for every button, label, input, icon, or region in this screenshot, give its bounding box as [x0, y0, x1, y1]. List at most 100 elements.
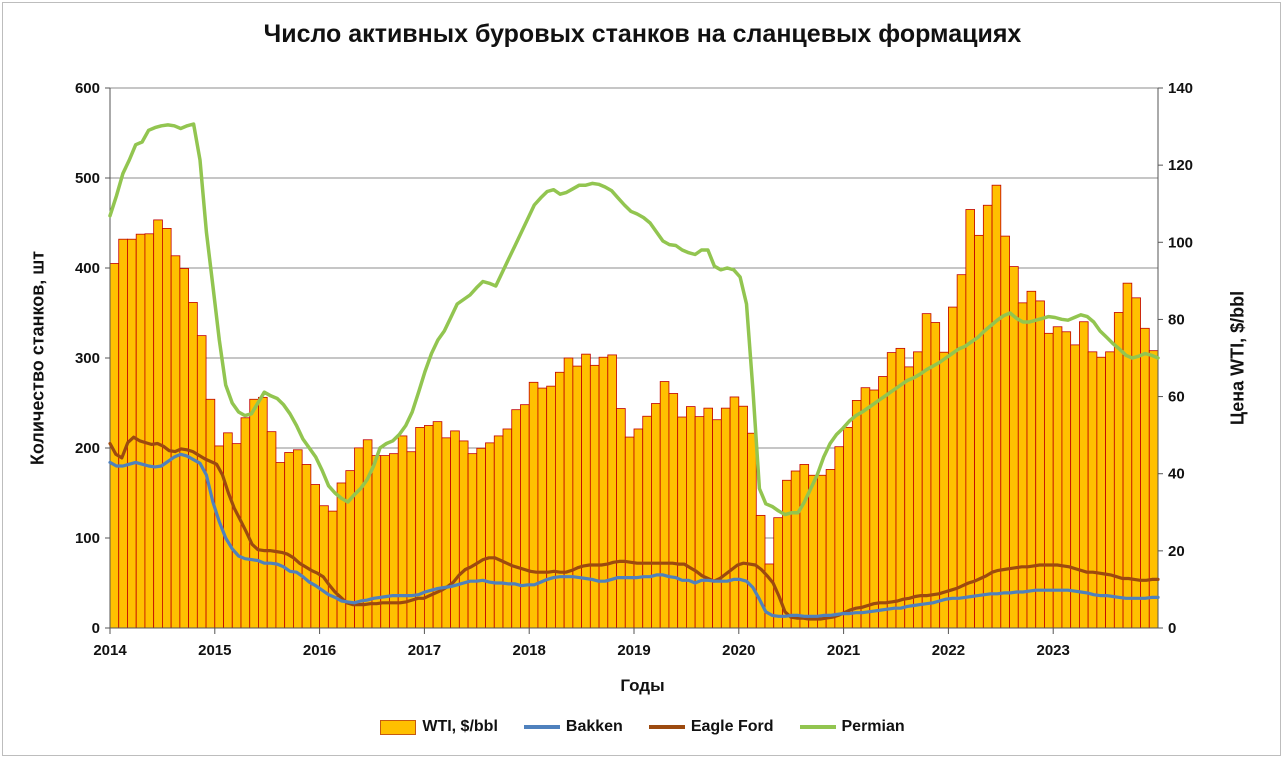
wti-bar — [135, 233, 146, 629]
wti-bar — [607, 354, 617, 629]
wti-bar — [537, 387, 548, 629]
wti-bar — [1017, 302, 1028, 629]
wti-bar — [659, 381, 670, 629]
wti-bar — [127, 238, 137, 629]
wti-bar — [589, 364, 600, 629]
wti-bar — [651, 403, 661, 629]
wti-bar — [546, 385, 556, 629]
y-tick-label-left: 100 — [75, 530, 100, 547]
legend-label-bakken: Bakken — [565, 718, 623, 735]
wti-bar — [1105, 351, 1115, 629]
legend-swatch-bakken — [523, 725, 560, 729]
wti-bar — [616, 408, 626, 629]
wti-bar — [974, 234, 984, 629]
wti-bar — [860, 387, 871, 629]
wti-bar — [397, 435, 408, 629]
wti-bar — [458, 440, 469, 629]
bakken-line — [108, 452, 1160, 618]
wti-bar — [310, 484, 321, 629]
wti-bar — [1052, 326, 1063, 629]
wti-bar — [1009, 266, 1019, 629]
wti-bar — [808, 474, 818, 629]
x-tick-label: 2015 — [198, 642, 231, 659]
wti-bar — [991, 184, 1002, 629]
x-tick-label: 2016 — [303, 642, 336, 659]
wti-bar — [188, 302, 198, 629]
wti-bar — [485, 442, 495, 629]
wti-bar — [319, 505, 329, 629]
wti-bar — [275, 462, 286, 629]
chart-title: Число активных буровых станков на сланце… — [263, 20, 1022, 48]
wti-bar — [223, 432, 233, 629]
y-tick-label-right: 20 — [1168, 543, 1185, 560]
wti-bar — [144, 233, 155, 629]
wti-bar — [712, 419, 722, 629]
y-tick-label-left: 300 — [75, 350, 100, 367]
wti-bar — [598, 356, 609, 629]
wti-bar — [467, 453, 478, 629]
y-tick-label-right: 40 — [1168, 466, 1185, 483]
wti-bar — [686, 406, 696, 629]
wti-bar — [703, 407, 713, 629]
y-tick-label-left: 600 — [75, 80, 100, 97]
wti-bar — [642, 415, 652, 629]
wti-bar — [720, 407, 731, 629]
wti-bar — [432, 421, 443, 629]
wti-bar — [878, 376, 888, 629]
wti-bar — [1044, 332, 1054, 629]
x-tick-label: 2019 — [617, 642, 650, 659]
permian-line — [108, 122, 1160, 517]
wti-bar — [773, 517, 783, 629]
wti-bar — [825, 469, 836, 629]
legend-item-bakken: Bakken — [523, 718, 623, 736]
wti-bar — [965, 209, 975, 629]
wti-bar — [1070, 344, 1080, 629]
wti-bar — [336, 482, 347, 629]
wti-bar — [450, 430, 460, 629]
legend-swatch-eagle-ford — [648, 725, 685, 729]
wti-bar — [476, 447, 486, 629]
wti-bar — [747, 432, 757, 629]
wti-bar — [895, 347, 906, 629]
wti-bar — [301, 464, 312, 629]
wti-bar — [249, 398, 259, 629]
wti-bar — [817, 474, 827, 629]
wti-bar — [921, 313, 932, 629]
y-tick-label-right: 120 — [1168, 157, 1193, 174]
wti-bar — [913, 351, 923, 629]
x-tick-label: 2022 — [932, 642, 965, 659]
wti-bar — [118, 238, 128, 629]
wti-bar — [266, 431, 277, 629]
wti-bar — [668, 393, 679, 629]
y-tick-label-right: 60 — [1168, 389, 1185, 406]
wti-bar — [1148, 350, 1159, 629]
wti-bar — [956, 274, 967, 629]
wti-bar — [528, 381, 539, 629]
wti-bar — [851, 400, 862, 629]
legend-item-eagle-ford: Eagle Ford — [648, 718, 774, 736]
wti-bar — [1113, 312, 1124, 629]
wti-bar — [799, 464, 810, 629]
wti-bar — [624, 436, 635, 629]
y-tick-label-right: 80 — [1168, 311, 1185, 328]
wti-bar — [1122, 282, 1133, 629]
legend-label-wti: WTI, $/bbl — [422, 718, 498, 735]
wti-bar — [1035, 300, 1045, 629]
wti-bar — [843, 427, 853, 629]
wti-bar — [258, 396, 268, 629]
wti-bar — [511, 409, 521, 629]
wti-bar — [1061, 331, 1072, 629]
legend-swatch-wti — [380, 719, 417, 735]
x-tick-label: 2023 — [1037, 642, 1070, 659]
legend-swatch-permian — [799, 725, 836, 729]
y-tick-label-right: 140 — [1168, 80, 1193, 97]
y-tick-label-right: 100 — [1168, 234, 1193, 251]
wti-bar — [834, 446, 844, 629]
wti-bar — [694, 416, 705, 629]
wti-bar — [729, 396, 740, 629]
wti-bar — [904, 366, 914, 629]
y-tick-label-right: 0 — [1168, 620, 1176, 637]
wti-bar — [441, 437, 452, 629]
wti-bar — [161, 227, 172, 629]
